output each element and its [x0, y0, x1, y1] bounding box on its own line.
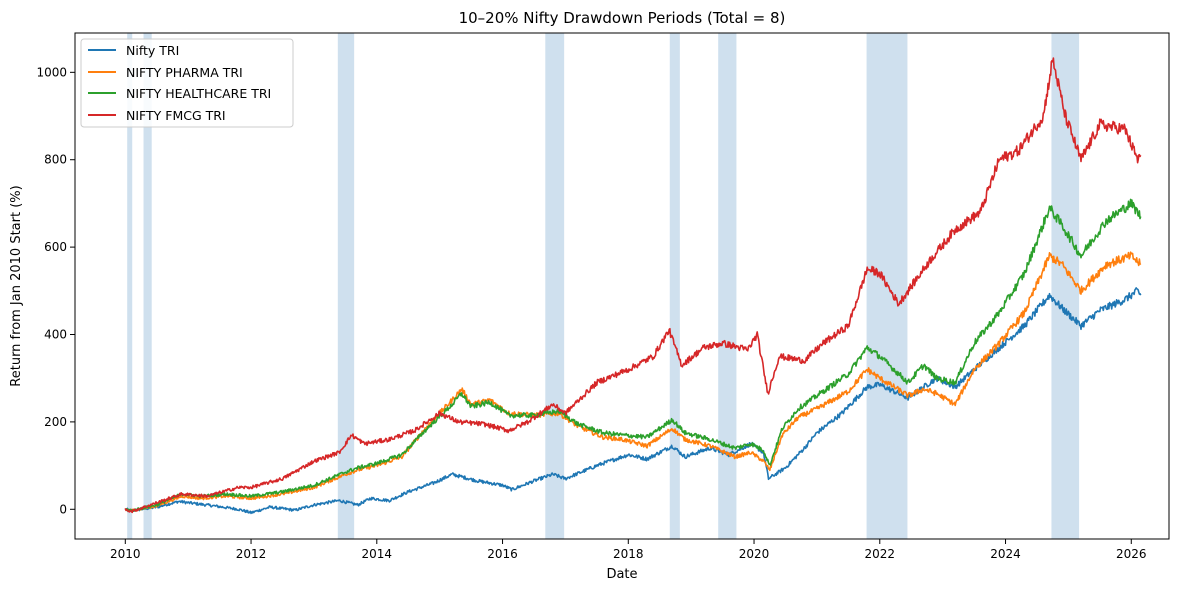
y-tick-label: 200 — [44, 415, 67, 429]
y-tick-label: 600 — [44, 240, 67, 254]
legend-label-nifty-fmcg-tri: NIFTY FMCG TRI — [126, 108, 226, 123]
plot-frame — [74, 32, 1170, 540]
legend-label-nifty-tri: Nifty TRI — [126, 43, 179, 58]
chart-title: 10–20% Nifty Drawdown Periods (Total = 8… — [459, 9, 786, 27]
x-tick-label: 2012 — [236, 547, 267, 561]
legend-box — [80, 38, 294, 128]
drawdown-band-2 — [143, 33, 152, 539]
x-tick-label: 2020 — [739, 547, 770, 561]
y-axis-label: Return from Jan 2010 Start (%) — [9, 185, 24, 386]
drawdown-band-6 — [718, 33, 737, 539]
legend: Nifty TRI NIFTY PHARMA TRI NIFTY HEALTHC… — [80, 38, 294, 128]
y-axis-ticks: 0 200 400 600 800 1000 — [36, 65, 75, 516]
drawdown-band-8 — [1051, 33, 1080, 539]
y-tick-label: 0 — [59, 502, 67, 516]
y-tick-label: 1000 — [36, 65, 67, 79]
series-line-nifty-healthcare-tri — [124, 198, 1142, 512]
x-tick-label: 2024 — [990, 547, 1021, 561]
legend-label-nifty-healthcare-tri: NIFTY HEALTHCARE TRI — [126, 86, 271, 101]
series-lines — [124, 57, 1142, 515]
drawdown-band-4 — [545, 33, 565, 539]
series-line-nifty-tri — [124, 287, 1142, 515]
series-line-nifty-fmcg-tri — [124, 57, 1142, 514]
drawdown-band-1 — [127, 33, 133, 539]
x-tick-label: 2016 — [487, 547, 518, 561]
x-tick-label: 2010 — [110, 547, 141, 561]
x-axis-label: Date — [606, 567, 637, 582]
y-tick-label: 400 — [44, 328, 67, 342]
legend-label-nifty-pharma-tri: NIFTY PHARMA TRI — [126, 65, 243, 80]
y-tick-label: 800 — [44, 153, 67, 167]
series-line-nifty-pharma-tri — [124, 251, 1142, 512]
x-tick-label: 2014 — [362, 547, 393, 561]
drawdown-band-5 — [669, 33, 680, 539]
x-tick-label: 2018 — [613, 547, 644, 561]
x-tick-label: 2022 — [865, 547, 896, 561]
x-axis-ticks: 2010 2012 2014 2016 2018 2020 2022 2024 2026 — [110, 539, 1147, 561]
x-tick-label: 2026 — [1116, 547, 1147, 561]
drawdown-band-3 — [337, 33, 355, 539]
